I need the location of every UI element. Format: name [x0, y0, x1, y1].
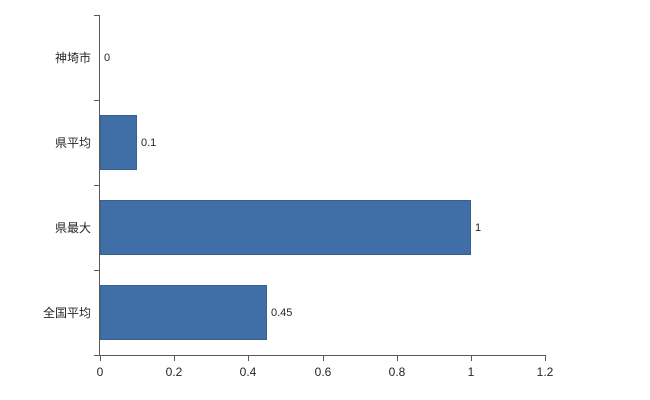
bar-value-label: 1 — [475, 222, 482, 234]
y-axis-line — [99, 15, 100, 355]
x-tick-label: 1 — [467, 365, 475, 379]
x-axis-tick — [471, 356, 472, 361]
category-label: 県平均 — [54, 136, 91, 150]
bar-value-label: 0 — [104, 52, 111, 64]
x-tick-label: 0.8 — [388, 365, 406, 379]
x-tick-label: 0.6 — [314, 365, 332, 379]
y-axis-tick — [94, 15, 99, 16]
x-axis-line — [99, 355, 546, 356]
bar — [100, 285, 267, 340]
x-axis-tick — [174, 356, 175, 361]
y-axis-tick — [94, 185, 99, 186]
x-axis-tick — [323, 356, 324, 361]
x-axis-tick — [545, 356, 546, 361]
x-tick-label: 0 — [96, 365, 104, 379]
x-axis-tick — [248, 356, 249, 361]
category-label: 全国平均 — [42, 306, 91, 320]
x-tick-label: 0.4 — [239, 365, 257, 379]
y-axis-tick — [94, 100, 99, 101]
bar — [100, 115, 137, 170]
bar-value-label: 0.1 — [141, 137, 157, 149]
y-axis-tick — [94, 355, 99, 356]
x-tick-label: 0.2 — [165, 365, 183, 379]
x-tick-label: 1.2 — [536, 365, 554, 379]
y-axis-tick — [94, 270, 99, 271]
x-axis-tick — [397, 356, 398, 361]
x-axis-tick — [100, 356, 101, 361]
category-label: 神埼市 — [54, 51, 91, 65]
category-label: 県最大 — [54, 221, 91, 235]
bar-value-label: 0.45 — [271, 307, 293, 319]
bar — [100, 200, 471, 255]
